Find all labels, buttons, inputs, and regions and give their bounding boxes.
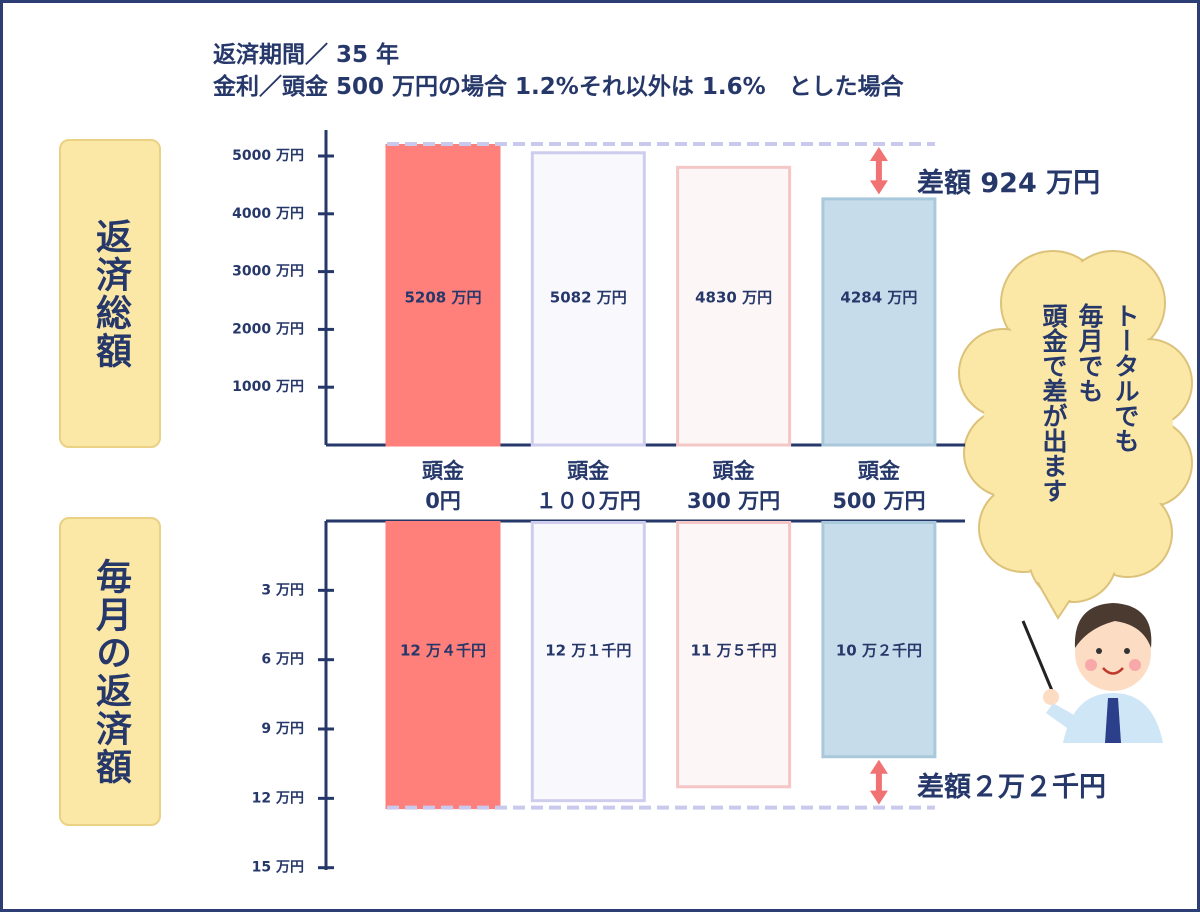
value-label: 11 万５千円 bbox=[691, 642, 777, 660]
title: 返済期間／ 35 年 bbox=[213, 42, 400, 68]
annotation: 差額 924 万円 bbox=[917, 168, 1101, 199]
chart: 1000 万円 2000 万円 3000 万円 4000 万円 5000 万円 5208 … bbox=[232, 130, 1193, 876]
teacher bbox=[1021, 603, 1163, 743]
y-tick-label: 9 万円 bbox=[261, 721, 304, 737]
y-tick-label: 1000 万円 bbox=[232, 379, 304, 395]
difference-arrow bbox=[869, 146, 888, 195]
value-label: 10 万２千円 bbox=[836, 642, 922, 660]
bubble-line: トータルでも bbox=[1111, 303, 1140, 453]
value-label: 12 万４千円 bbox=[400, 642, 486, 660]
bar bbox=[530, 521, 646, 803]
x-tick-label: 頭金 １００万円 bbox=[535, 459, 641, 513]
y-tick-label: 15 万円 bbox=[252, 860, 304, 876]
annotation: 差額２万２千円 bbox=[917, 772, 1106, 803]
x-tick-label: 頭金 0円 bbox=[422, 459, 464, 513]
value-label: 12 万１千円 bbox=[545, 642, 631, 660]
speech-bubble: トータルでも 毎月でも 頭金で差が出ます bbox=[1013, 303, 1143, 563]
bar bbox=[821, 521, 937, 759]
y-tick-label: 2000 万円 bbox=[232, 321, 304, 337]
bar bbox=[530, 151, 646, 447]
difference-arrow bbox=[869, 759, 888, 805]
bar bbox=[821, 197, 937, 447]
value-label: 4284 万円 bbox=[840, 289, 917, 307]
y-label: 返済総額 bbox=[90, 217, 131, 370]
bar bbox=[676, 521, 792, 789]
bar bbox=[385, 521, 501, 810]
value-label: 4830 万円 bbox=[695, 289, 772, 307]
y-label-box: 返済総額 bbox=[59, 139, 161, 448]
y-tick-label: 4000 万円 bbox=[232, 206, 304, 222]
y-label: 毎月の返済額 bbox=[90, 557, 131, 786]
y-tick-label: 3000 万円 bbox=[232, 264, 304, 280]
x-tick-label: 頭金 300 万円 bbox=[687, 459, 781, 513]
y-tick-label: 12 万円 bbox=[252, 790, 304, 806]
bubble-line: 頭金で差が出ます bbox=[1039, 303, 1068, 503]
bubble-line: 毎月でも bbox=[1075, 303, 1104, 403]
bar bbox=[385, 143, 501, 447]
y-tick-label: 6 万円 bbox=[261, 652, 304, 668]
y-tick-label: 3 万円 bbox=[261, 582, 304, 598]
value-label: 5208 万円 bbox=[405, 289, 482, 307]
value-label: 5082 万円 bbox=[550, 289, 627, 307]
subtitle: 金利／頭金 500 万円の場合 1.2%それ以外は 1.6% とした場合 bbox=[213, 74, 904, 100]
y-tick-label: 5000 万円 bbox=[232, 148, 304, 164]
x-tick-label: 頭金 500 万円 bbox=[832, 459, 926, 513]
speech-bubble-fill bbox=[961, 253, 1190, 613]
bar bbox=[676, 165, 792, 447]
y-label-box: 毎月の返済額 bbox=[59, 517, 161, 826]
